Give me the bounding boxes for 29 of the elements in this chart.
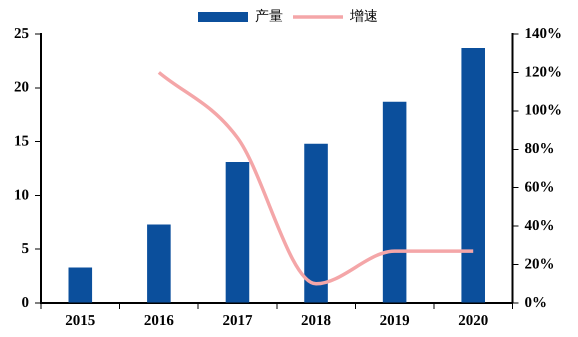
y2-tick-label: 100% bbox=[524, 102, 562, 119]
y2-tick-label: 80% bbox=[524, 141, 554, 158]
y-tick-label: 10 bbox=[14, 187, 29, 204]
y-tick-label: 20 bbox=[14, 80, 29, 96]
bar bbox=[147, 224, 171, 302]
x-tick-label: 2020 bbox=[458, 312, 488, 329]
x-tick-label: 2019 bbox=[380, 312, 410, 329]
y-tick-label: 5 bbox=[22, 241, 29, 258]
y2-tick-label: 20% bbox=[524, 256, 554, 272]
y-tick-label: 25 bbox=[14, 26, 29, 42]
bar bbox=[461, 48, 485, 302]
line-series bbox=[157, 70, 475, 286]
x-tick-label: 2015 bbox=[65, 312, 96, 329]
bar bbox=[226, 162, 250, 302]
bar bbox=[304, 144, 328, 302]
y2-tick-label: 140% bbox=[524, 26, 562, 42]
y-tick-label: 15 bbox=[14, 133, 29, 150]
y2-tick-label: 0% bbox=[524, 294, 547, 311]
legend-label: 产量 bbox=[255, 8, 283, 25]
y2-tick-label: 120% bbox=[524, 64, 562, 80]
x-tick-label: 2016 bbox=[144, 312, 174, 329]
x-tick-label: 2017 bbox=[222, 312, 253, 329]
x-tick-label: 2018 bbox=[301, 312, 332, 329]
y2-tick-label: 40% bbox=[524, 218, 554, 234]
y-tick-label: 0 bbox=[22, 294, 29, 311]
bar bbox=[382, 102, 406, 302]
bar bbox=[68, 267, 92, 302]
y2-tick-label: 60% bbox=[524, 180, 554, 196]
legend-label: 增速 bbox=[349, 8, 378, 25]
